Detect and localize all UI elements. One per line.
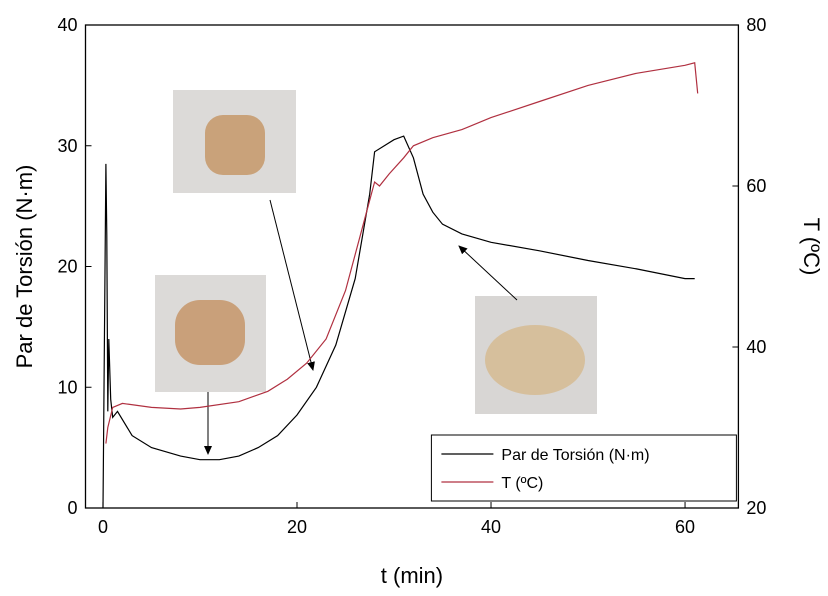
series-line — [105, 62, 699, 444]
x-axis-title: t (min) — [381, 563, 443, 588]
series-line — [102, 135, 695, 509]
photo-sample — [205, 115, 265, 175]
x-tick-label: 40 — [481, 517, 501, 537]
y-tick-label: 40 — [57, 15, 77, 35]
x-tick-label: 60 — [675, 517, 695, 537]
arrow — [458, 245, 518, 301]
y2-tick-label: 60 — [746, 176, 766, 196]
y2-tick-label: 40 — [746, 337, 766, 357]
photo-sample — [175, 300, 245, 365]
y-tick-label: 10 — [57, 377, 77, 397]
y-axis-title: Par de Torsión (N·m) — [12, 165, 37, 369]
y2-axis-title: T (ºC) — [799, 218, 824, 276]
legend-label: T (ºC) — [501, 475, 543, 492]
legend-label: Par de Torsión (N·m) — [501, 447, 649, 464]
x-tick-label: 0 — [98, 517, 108, 537]
y-tick-label: 20 — [57, 257, 77, 277]
photo-sample — [485, 325, 585, 395]
y2-tick-label: 20 — [746, 498, 766, 518]
legend-box — [430, 434, 737, 502]
y-tick-label: 30 — [57, 136, 77, 156]
x-tick-label: 20 — [287, 517, 307, 537]
y2-tick-label: 80 — [746, 15, 766, 35]
y-tick-label: 0 — [67, 498, 77, 518]
arrow — [269, 199, 315, 371]
plot: 0 20 40 60 0 10 20 30 40 20 40 60 80 t (min) Par de To… — [12, 15, 824, 588]
